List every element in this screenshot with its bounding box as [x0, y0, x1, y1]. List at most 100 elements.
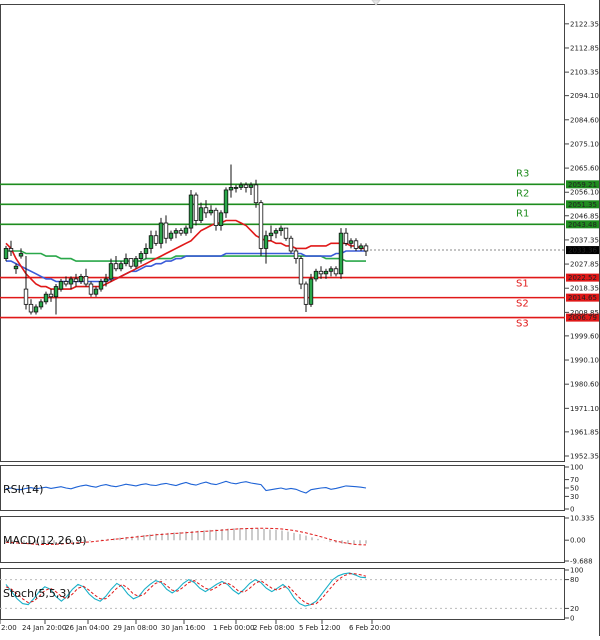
candle-body	[363, 245, 369, 252]
candle-body	[288, 237, 294, 252]
candle-body	[8, 248, 14, 252]
candle-body	[328, 268, 334, 272]
candle-body	[348, 240, 354, 244]
level-price-tag-s3	[566, 313, 599, 322]
ma-red-line	[5, 219, 366, 290]
candle-body	[208, 209, 214, 214]
level-price-value: 2014.65	[568, 294, 597, 302]
level-name: S1	[516, 279, 529, 290]
price-tick-label: 1990.10	[570, 357, 599, 365]
stoch-tick-label: 0	[570, 615, 574, 623]
panel-frame-0	[0, 4, 565, 462]
pivot-levels	[0, 180, 599, 322]
candle-body	[248, 184, 254, 188]
candle-body	[43, 293, 49, 303]
panel-frame-1	[0, 465, 565, 511]
candle-body	[63, 281, 69, 285]
panel-frame-3	[0, 568, 565, 620]
stoch-tick-label: 100	[570, 567, 583, 575]
candle-body	[323, 270, 329, 275]
candle-body	[268, 232, 274, 237]
candles	[3, 164, 369, 315]
candle-body	[143, 248, 149, 254]
macd-tick-label: -9.688	[570, 558, 593, 566]
price-tick-label: 2018.35	[570, 285, 599, 293]
candle-body	[58, 281, 64, 290]
price-tick-label: 1961.85	[570, 428, 599, 436]
level-price-tag-s1	[566, 273, 599, 282]
candle-body	[233, 187, 239, 189]
candle-body	[88, 283, 94, 295]
level-price-tag-s2	[566, 293, 599, 302]
candle-body	[133, 258, 139, 267]
price-tick-label: 2112.85	[570, 44, 599, 52]
time-tick-label: 2 Feb 08:00	[253, 624, 294, 632]
price-tick-label: 2008.85	[570, 309, 599, 317]
macd-tick-label: 0.00	[570, 537, 586, 545]
candle-body	[353, 240, 359, 249]
stoch-k-line	[5, 572, 367, 607]
candle-body	[33, 306, 39, 313]
level-price-tag-r1	[566, 220, 599, 229]
candle-body	[68, 278, 74, 285]
macd-label: MACD(12,26,9)	[3, 534, 87, 547]
time-tick-label: 6 Feb 20:00	[349, 624, 390, 632]
time-tick-label: 24 Jan 20:00	[22, 624, 66, 632]
price-tick-label: 2027.85	[570, 261, 599, 269]
price-tick-label: 2122.35	[570, 20, 599, 28]
rsi-tick-label: 50	[570, 485, 579, 493]
price-tick-label: 1999.60	[570, 332, 599, 340]
candle-body	[193, 194, 199, 221]
candle-body	[73, 278, 79, 282]
candle-body	[3, 248, 9, 259]
candle-body	[273, 230, 279, 234]
candle-body	[93, 288, 99, 295]
price-tick-label: 2065.60	[570, 165, 599, 173]
candle-body	[308, 278, 314, 305]
level-price-value: 2022.52	[568, 274, 597, 282]
level-name: S2	[516, 299, 529, 310]
candle-body	[28, 303, 34, 313]
candle-body	[118, 263, 124, 270]
stoch-d-line	[5, 573, 367, 606]
stoch-tick-label: 80	[570, 576, 579, 584]
rsi-tick-label: 30	[570, 493, 579, 501]
level-name: S3	[516, 319, 529, 330]
candle-body	[258, 202, 264, 249]
candle-body	[23, 288, 29, 305]
level-name: R1	[516, 208, 529, 219]
candle-body	[333, 268, 339, 275]
price-tick-label: 1971.10	[570, 405, 599, 413]
candle-body	[203, 207, 209, 214]
candle-body	[113, 263, 119, 270]
level-price-tag-r3	[566, 180, 599, 189]
level-name: R2	[516, 188, 529, 199]
candle-body	[53, 286, 59, 298]
candle-body	[148, 235, 154, 249]
macd-signal-line	[5, 527, 367, 546]
candle-body	[168, 232, 174, 239]
price-tick-label: 2046.85	[570, 212, 599, 220]
time-tick-label: 1 Feb 00:00	[213, 624, 254, 632]
level-price-value: 2059.21	[568, 181, 597, 189]
candle-body	[188, 194, 194, 229]
candle-body	[313, 270, 319, 280]
stoch-tick-label: 20	[570, 605, 579, 613]
time-tick-label: 2:00	[1, 624, 17, 632]
candle-body	[78, 275, 84, 282]
rsi-tick-label: 100	[570, 464, 583, 472]
candle-body	[358, 245, 364, 249]
candle-body	[153, 235, 159, 244]
current-price-value: 2033.36	[568, 247, 597, 255]
candle-body	[238, 184, 244, 188]
price-tick-label: 1980.60	[570, 381, 599, 389]
candle-body	[98, 281, 104, 290]
candle-body	[163, 222, 169, 239]
macd-tick-label: 10.335	[570, 515, 595, 523]
level-price-value: 2006.79	[568, 314, 597, 322]
scroll-marker-icon	[371, 0, 381, 6]
candle-body	[228, 187, 234, 191]
candle-body	[138, 253, 144, 259]
